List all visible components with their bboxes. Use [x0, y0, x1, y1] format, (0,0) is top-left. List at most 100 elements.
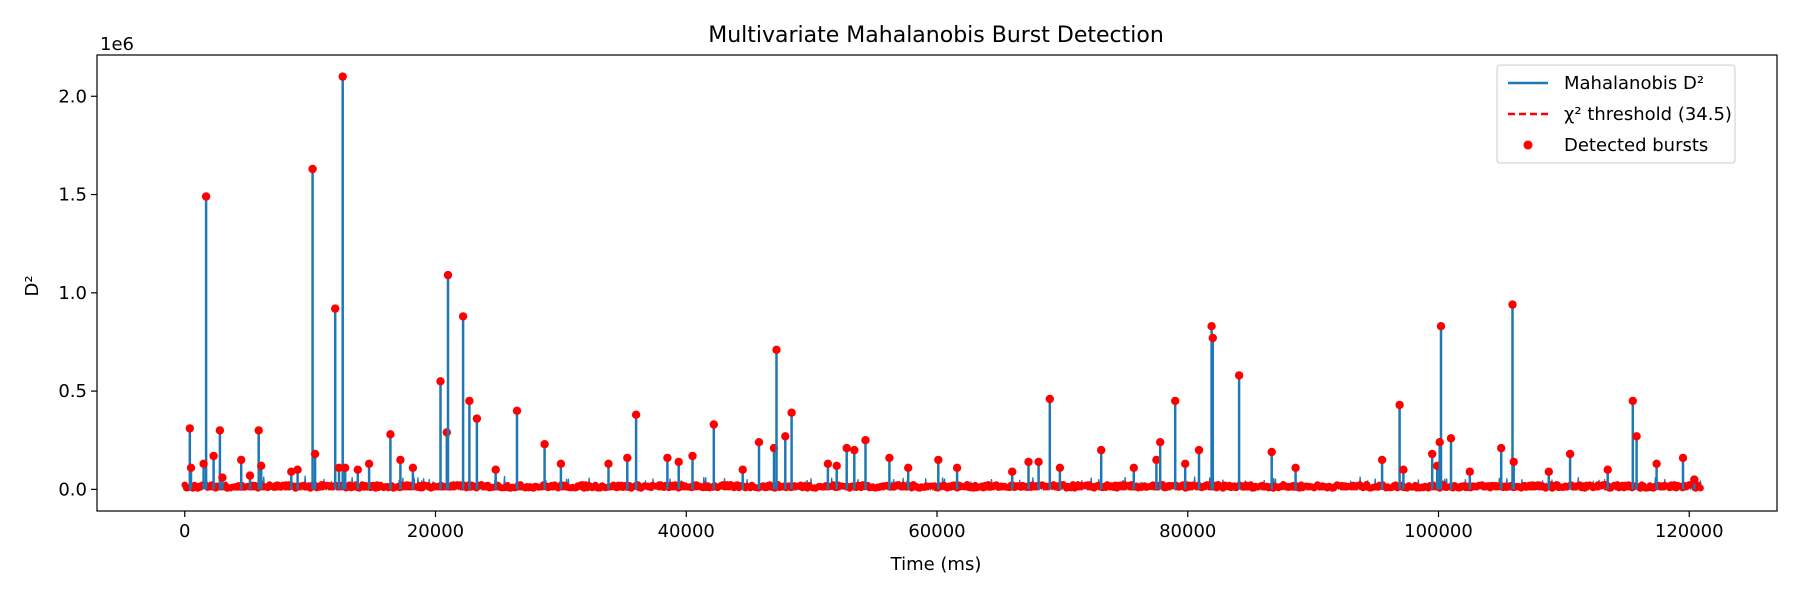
burst-marker: [1436, 322, 1446, 331]
burst-marker: [353, 465, 362, 474]
burst-marker: [185, 424, 194, 433]
burst-marker: [1544, 467, 1554, 476]
x-tick-label: 120000: [1655, 521, 1724, 542]
burst-marker: [772, 345, 781, 354]
burst-marker: [1690, 475, 1699, 484]
burst-marker: [364, 459, 374, 468]
burst-marker: [1603, 465, 1612, 474]
burst-marker: [1181, 459, 1190, 468]
burst-marker: [186, 463, 196, 472]
burst-marker: [1291, 463, 1300, 472]
burst-marker: [201, 192, 211, 201]
burst-marker: [310, 449, 320, 459]
chart-title: Multivariate Mahalanobis Burst Detection: [708, 23, 1164, 48]
burst-marker: [674, 457, 683, 467]
burst-marker: [396, 455, 405, 465]
burst-marker: [1399, 465, 1408, 474]
burst-marker: [1267, 447, 1276, 457]
burst-marker: [1194, 445, 1204, 455]
y-tick-label: 2.0: [58, 86, 87, 107]
burst-marker: [1678, 453, 1688, 463]
x-tick-label: 40000: [658, 521, 715, 542]
burst-marker: [1055, 463, 1065, 472]
burst-marker: [663, 453, 672, 463]
burst-marker: [209, 451, 218, 461]
y-tick-label: 0.5: [58, 381, 87, 402]
burst-marker: [331, 304, 340, 313]
burst-marker: [334, 463, 344, 472]
burst-marker: [408, 463, 418, 472]
burst-marker: [1435, 438, 1444, 447]
burst-marker: [254, 426, 263, 435]
burst-marker: [1509, 457, 1518, 467]
x-axis-ticks: 0 20000 40000 60000 80000 100000 120000: [179, 511, 1724, 542]
burst-marker: [631, 410, 641, 419]
plot-area: [181, 72, 1704, 492]
burst-marker: [218, 473, 227, 482]
burst-marker: [1208, 333, 1218, 343]
burst-marker: [709, 420, 718, 429]
burst-marker: [287, 467, 296, 476]
burst-marker: [781, 432, 790, 441]
burst-marker: [1377, 455, 1387, 465]
burst-marker: [904, 463, 913, 472]
burst-marker: [738, 465, 747, 474]
burst-marker: [237, 455, 246, 465]
burst-marker: [1652, 459, 1661, 468]
burst-marker: [850, 445, 859, 455]
burst-marker: [257, 461, 266, 470]
y-tick-label: 1.5: [58, 185, 87, 206]
burst-marker: [436, 377, 445, 386]
burst-marker: [1156, 438, 1165, 447]
burst-marker: [443, 270, 453, 280]
burst-marker: [823, 459, 833, 468]
x-tick-label: 100000: [1404, 521, 1473, 542]
burst-marker: [1508, 300, 1517, 309]
burst-marker: [1497, 443, 1506, 453]
burst-marker: [472, 414, 482, 423]
x-tick-label: 60000: [908, 521, 965, 542]
burst-marker: [842, 443, 851, 453]
burst-marker: [386, 430, 395, 439]
burst-marker: [293, 465, 302, 474]
burst-marker: [215, 426, 225, 435]
burst-marker: [832, 461, 841, 470]
burst-marker: [623, 453, 632, 463]
burst-marker: [885, 453, 894, 463]
burst-marker: [861, 436, 870, 445]
burst-marker: [688, 451, 697, 461]
burst-marker: [934, 455, 943, 465]
plot-frame: [96, 54, 1778, 512]
burst-marker: [1129, 463, 1139, 472]
burst-marker: [512, 406, 522, 415]
burst-marker: [1428, 449, 1437, 459]
burst-marker: [1045, 394, 1055, 404]
x-tick-label: 80000: [1159, 521, 1216, 542]
x-axis-label: Time (ms): [890, 554, 982, 575]
legend: Mahalanobis D² χ² threshold (34.5) Detec…: [1496, 64, 1736, 164]
burst-marker: [1565, 449, 1575, 459]
burst-marker: [787, 408, 796, 417]
burst-marker: [1395, 400, 1404, 410]
burst-marker: [952, 463, 962, 472]
burst-marker: [1446, 434, 1456, 443]
burst-marker: [1234, 371, 1244, 380]
burst-marker: [540, 440, 549, 449]
burst-marker: [1171, 396, 1180, 406]
burst-marker: [1024, 457, 1033, 467]
burst-marker: [1034, 457, 1043, 467]
burst-marker: [754, 438, 764, 447]
y-tick-label: 0.0: [58, 479, 87, 500]
burst-marker: [1097, 445, 1106, 455]
legend-label-mahalanobis: Mahalanobis D²: [1564, 73, 1704, 94]
x-tick-label: 20000: [407, 521, 464, 542]
burst-marker: [604, 459, 613, 468]
legend-box: [1496, 64, 1736, 164]
y-offset-label: 1e6: [100, 34, 134, 55]
burst-marker: [1628, 396, 1638, 406]
burst-marker: [1152, 455, 1161, 465]
burst-marker: [1697, 484, 1704, 492]
y-tick-label: 1.0: [58, 283, 87, 304]
legend-label-threshold: χ² threshold (34.5): [1564, 104, 1732, 125]
